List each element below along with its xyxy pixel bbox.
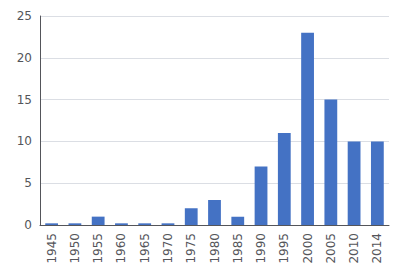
svg-text:1950: 1950 [68,233,82,264]
svg-text:1945: 1945 [45,233,59,264]
svg-text:10: 10 [17,134,32,148]
svg-text:2014: 2014 [370,233,384,264]
svg-text:0: 0 [24,218,32,232]
svg-text:1970: 1970 [161,233,175,264]
svg-text:2000: 2000 [301,233,315,264]
svg-text:2005: 2005 [324,233,338,264]
svg-text:15: 15 [17,93,32,107]
svg-text:25: 25 [17,9,32,23]
svg-text:1955: 1955 [91,233,105,264]
svg-text:1990: 1990 [254,233,268,264]
svg-text:1985: 1985 [231,233,245,264]
svg-text:1980: 1980 [208,233,222,264]
svg-text:1960: 1960 [114,233,128,264]
svg-text:1995: 1995 [277,233,291,264]
svg-text:1965: 1965 [138,233,152,264]
svg-text:20: 20 [17,51,32,65]
svg-text:5: 5 [24,176,32,190]
svg-text:2010: 2010 [347,233,361,264]
svg-text:1975: 1975 [184,233,198,264]
